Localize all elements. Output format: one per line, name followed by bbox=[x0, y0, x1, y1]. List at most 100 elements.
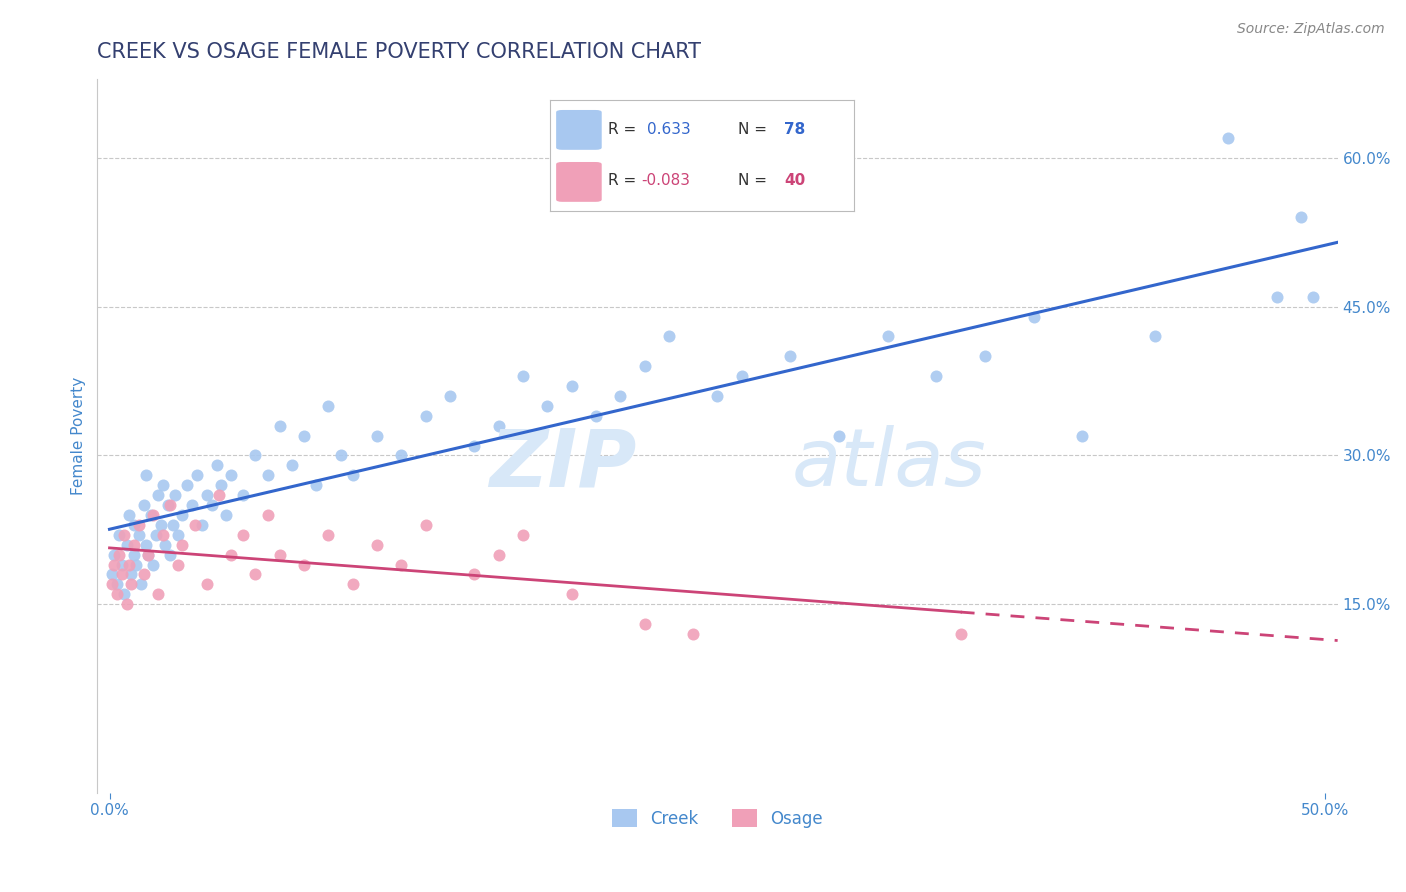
Point bbox=[463, 567, 485, 582]
Point bbox=[186, 468, 208, 483]
Point bbox=[159, 498, 181, 512]
Point bbox=[1218, 131, 1240, 145]
Point bbox=[292, 428, 315, 442]
Point bbox=[536, 399, 558, 413]
Point bbox=[633, 617, 655, 632]
Point bbox=[112, 528, 135, 542]
Point bbox=[561, 379, 583, 393]
Point bbox=[111, 567, 134, 582]
Point bbox=[876, 329, 898, 343]
Point bbox=[269, 548, 291, 562]
Point bbox=[152, 528, 174, 542]
Point bbox=[122, 548, 145, 562]
Point bbox=[828, 428, 851, 442]
Legend: Creek, Osage: Creek, Osage bbox=[606, 803, 830, 834]
Point bbox=[389, 449, 412, 463]
Point bbox=[129, 577, 152, 591]
Point bbox=[146, 587, 169, 601]
Point bbox=[256, 468, 278, 483]
Point bbox=[165, 488, 187, 502]
Point bbox=[366, 538, 388, 552]
Point bbox=[245, 567, 267, 582]
Point bbox=[181, 498, 204, 512]
Point bbox=[415, 517, 437, 532]
Point bbox=[132, 498, 155, 512]
Point bbox=[219, 548, 242, 562]
Point bbox=[145, 528, 167, 542]
Point bbox=[215, 508, 238, 522]
Y-axis label: Female Poverty: Female Poverty bbox=[72, 376, 86, 495]
Point bbox=[1302, 290, 1324, 304]
Point bbox=[281, 458, 304, 473]
Point bbox=[132, 567, 155, 582]
Point bbox=[585, 409, 607, 423]
Point bbox=[232, 488, 254, 502]
Point bbox=[183, 517, 205, 532]
Point bbox=[439, 389, 461, 403]
Point bbox=[205, 458, 228, 473]
Point bbox=[112, 587, 135, 601]
Point bbox=[108, 548, 131, 562]
Point bbox=[149, 517, 172, 532]
Point bbox=[682, 627, 704, 641]
Point bbox=[925, 369, 948, 384]
Point bbox=[633, 359, 655, 374]
Point bbox=[488, 548, 510, 562]
Point bbox=[122, 538, 145, 552]
Point bbox=[256, 508, 278, 522]
Point bbox=[1071, 428, 1094, 442]
Point bbox=[120, 567, 142, 582]
Point bbox=[128, 528, 150, 542]
Point bbox=[488, 418, 510, 433]
Point bbox=[176, 478, 198, 492]
Point bbox=[195, 488, 218, 502]
Point bbox=[152, 478, 174, 492]
Point bbox=[463, 438, 485, 452]
Point bbox=[201, 498, 224, 512]
Point bbox=[609, 389, 631, 403]
Point bbox=[415, 409, 437, 423]
Point bbox=[146, 488, 169, 502]
Point bbox=[120, 577, 142, 591]
Point bbox=[305, 478, 328, 492]
Point bbox=[135, 468, 157, 483]
Point bbox=[139, 508, 162, 522]
Text: Source: ZipAtlas.com: Source: ZipAtlas.com bbox=[1237, 22, 1385, 37]
Point bbox=[105, 577, 128, 591]
Point bbox=[135, 538, 157, 552]
Text: ZIP: ZIP bbox=[489, 425, 637, 503]
Point bbox=[101, 567, 124, 582]
Point bbox=[779, 349, 801, 363]
Point bbox=[318, 399, 340, 413]
Point bbox=[115, 538, 138, 552]
Point bbox=[166, 558, 188, 572]
Point bbox=[342, 468, 364, 483]
Point bbox=[103, 548, 125, 562]
Point bbox=[329, 449, 352, 463]
Point bbox=[949, 627, 972, 641]
Point bbox=[128, 517, 150, 532]
Point bbox=[561, 587, 583, 601]
Point bbox=[219, 468, 242, 483]
Point bbox=[142, 508, 165, 522]
Point bbox=[269, 418, 291, 433]
Point bbox=[142, 558, 165, 572]
Point bbox=[232, 528, 254, 542]
Point bbox=[389, 558, 412, 572]
Point bbox=[166, 528, 188, 542]
Point bbox=[366, 428, 388, 442]
Point bbox=[1265, 290, 1288, 304]
Point bbox=[191, 517, 214, 532]
Point bbox=[162, 517, 184, 532]
Point bbox=[512, 369, 534, 384]
Point bbox=[195, 577, 218, 591]
Point bbox=[1289, 211, 1312, 225]
Text: atlas: atlas bbox=[792, 425, 987, 503]
Point bbox=[155, 538, 177, 552]
Point bbox=[125, 558, 148, 572]
Point bbox=[318, 528, 340, 542]
Point bbox=[512, 528, 534, 542]
Point bbox=[159, 548, 181, 562]
Point bbox=[731, 369, 754, 384]
Point bbox=[111, 558, 134, 572]
